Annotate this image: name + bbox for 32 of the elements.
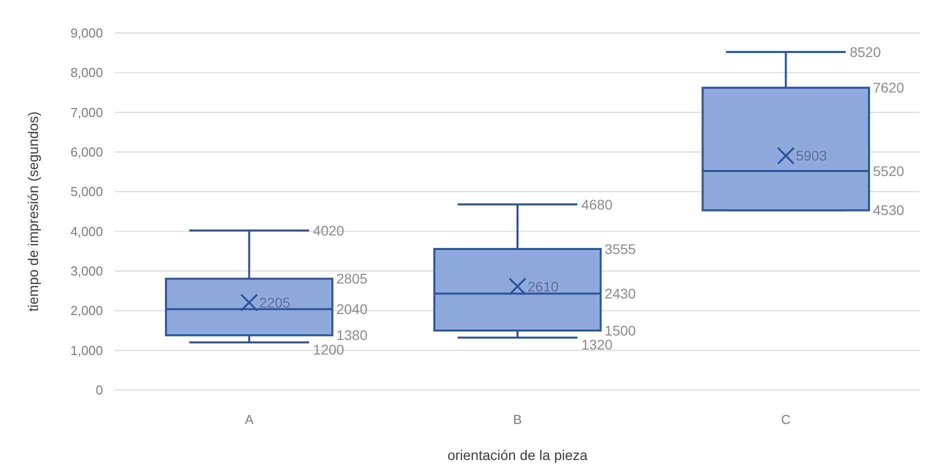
annotation: 4020 bbox=[313, 222, 344, 238]
annotation: 7620 bbox=[873, 80, 904, 96]
annotation: 2805 bbox=[336, 270, 368, 287]
annotation: 1500 bbox=[604, 322, 636, 338]
y-tick-label: 5,000 bbox=[70, 184, 103, 200]
y-tick-label: 1,000 bbox=[70, 342, 103, 358]
y-axis-title: tiempo de impresión (segundos) bbox=[25, 112, 41, 312]
annotation: 5520 bbox=[873, 162, 904, 179]
y-tick-label: 6,000 bbox=[70, 144, 103, 160]
x-tick-label: B bbox=[513, 412, 522, 427]
annotation: 1380 bbox=[336, 327, 368, 344]
x-axis-title: orientación de la pieza bbox=[447, 447, 588, 463]
annotation: 3555 bbox=[604, 240, 636, 257]
y-tick-label: 2,000 bbox=[70, 303, 103, 318]
annotation: 2040 bbox=[336, 300, 368, 317]
y-tick-label: 8,000 bbox=[70, 65, 103, 80]
annotation: 1320 bbox=[581, 336, 613, 353]
annotation: 8520 bbox=[850, 44, 882, 60]
annotation: 4530 bbox=[873, 202, 904, 218]
x-tick-label: C bbox=[781, 412, 791, 427]
annotation: 5903 bbox=[796, 148, 828, 164]
annotation: 1200 bbox=[313, 341, 344, 358]
y-tick-label: 0 bbox=[96, 382, 103, 398]
x-tick-label: A bbox=[244, 412, 254, 427]
annotation: 2430 bbox=[604, 286, 636, 302]
y-tick-label: 9,000 bbox=[70, 26, 103, 41]
annotation: 2205 bbox=[259, 294, 291, 310]
y-tick-label: 4,000 bbox=[70, 224, 103, 239]
annotation: 2610 bbox=[528, 278, 559, 294]
annotation: 4680 bbox=[581, 196, 613, 212]
y-tick-label: 7,000 bbox=[70, 104, 103, 120]
y-tick-label: 3,000 bbox=[70, 264, 103, 279]
